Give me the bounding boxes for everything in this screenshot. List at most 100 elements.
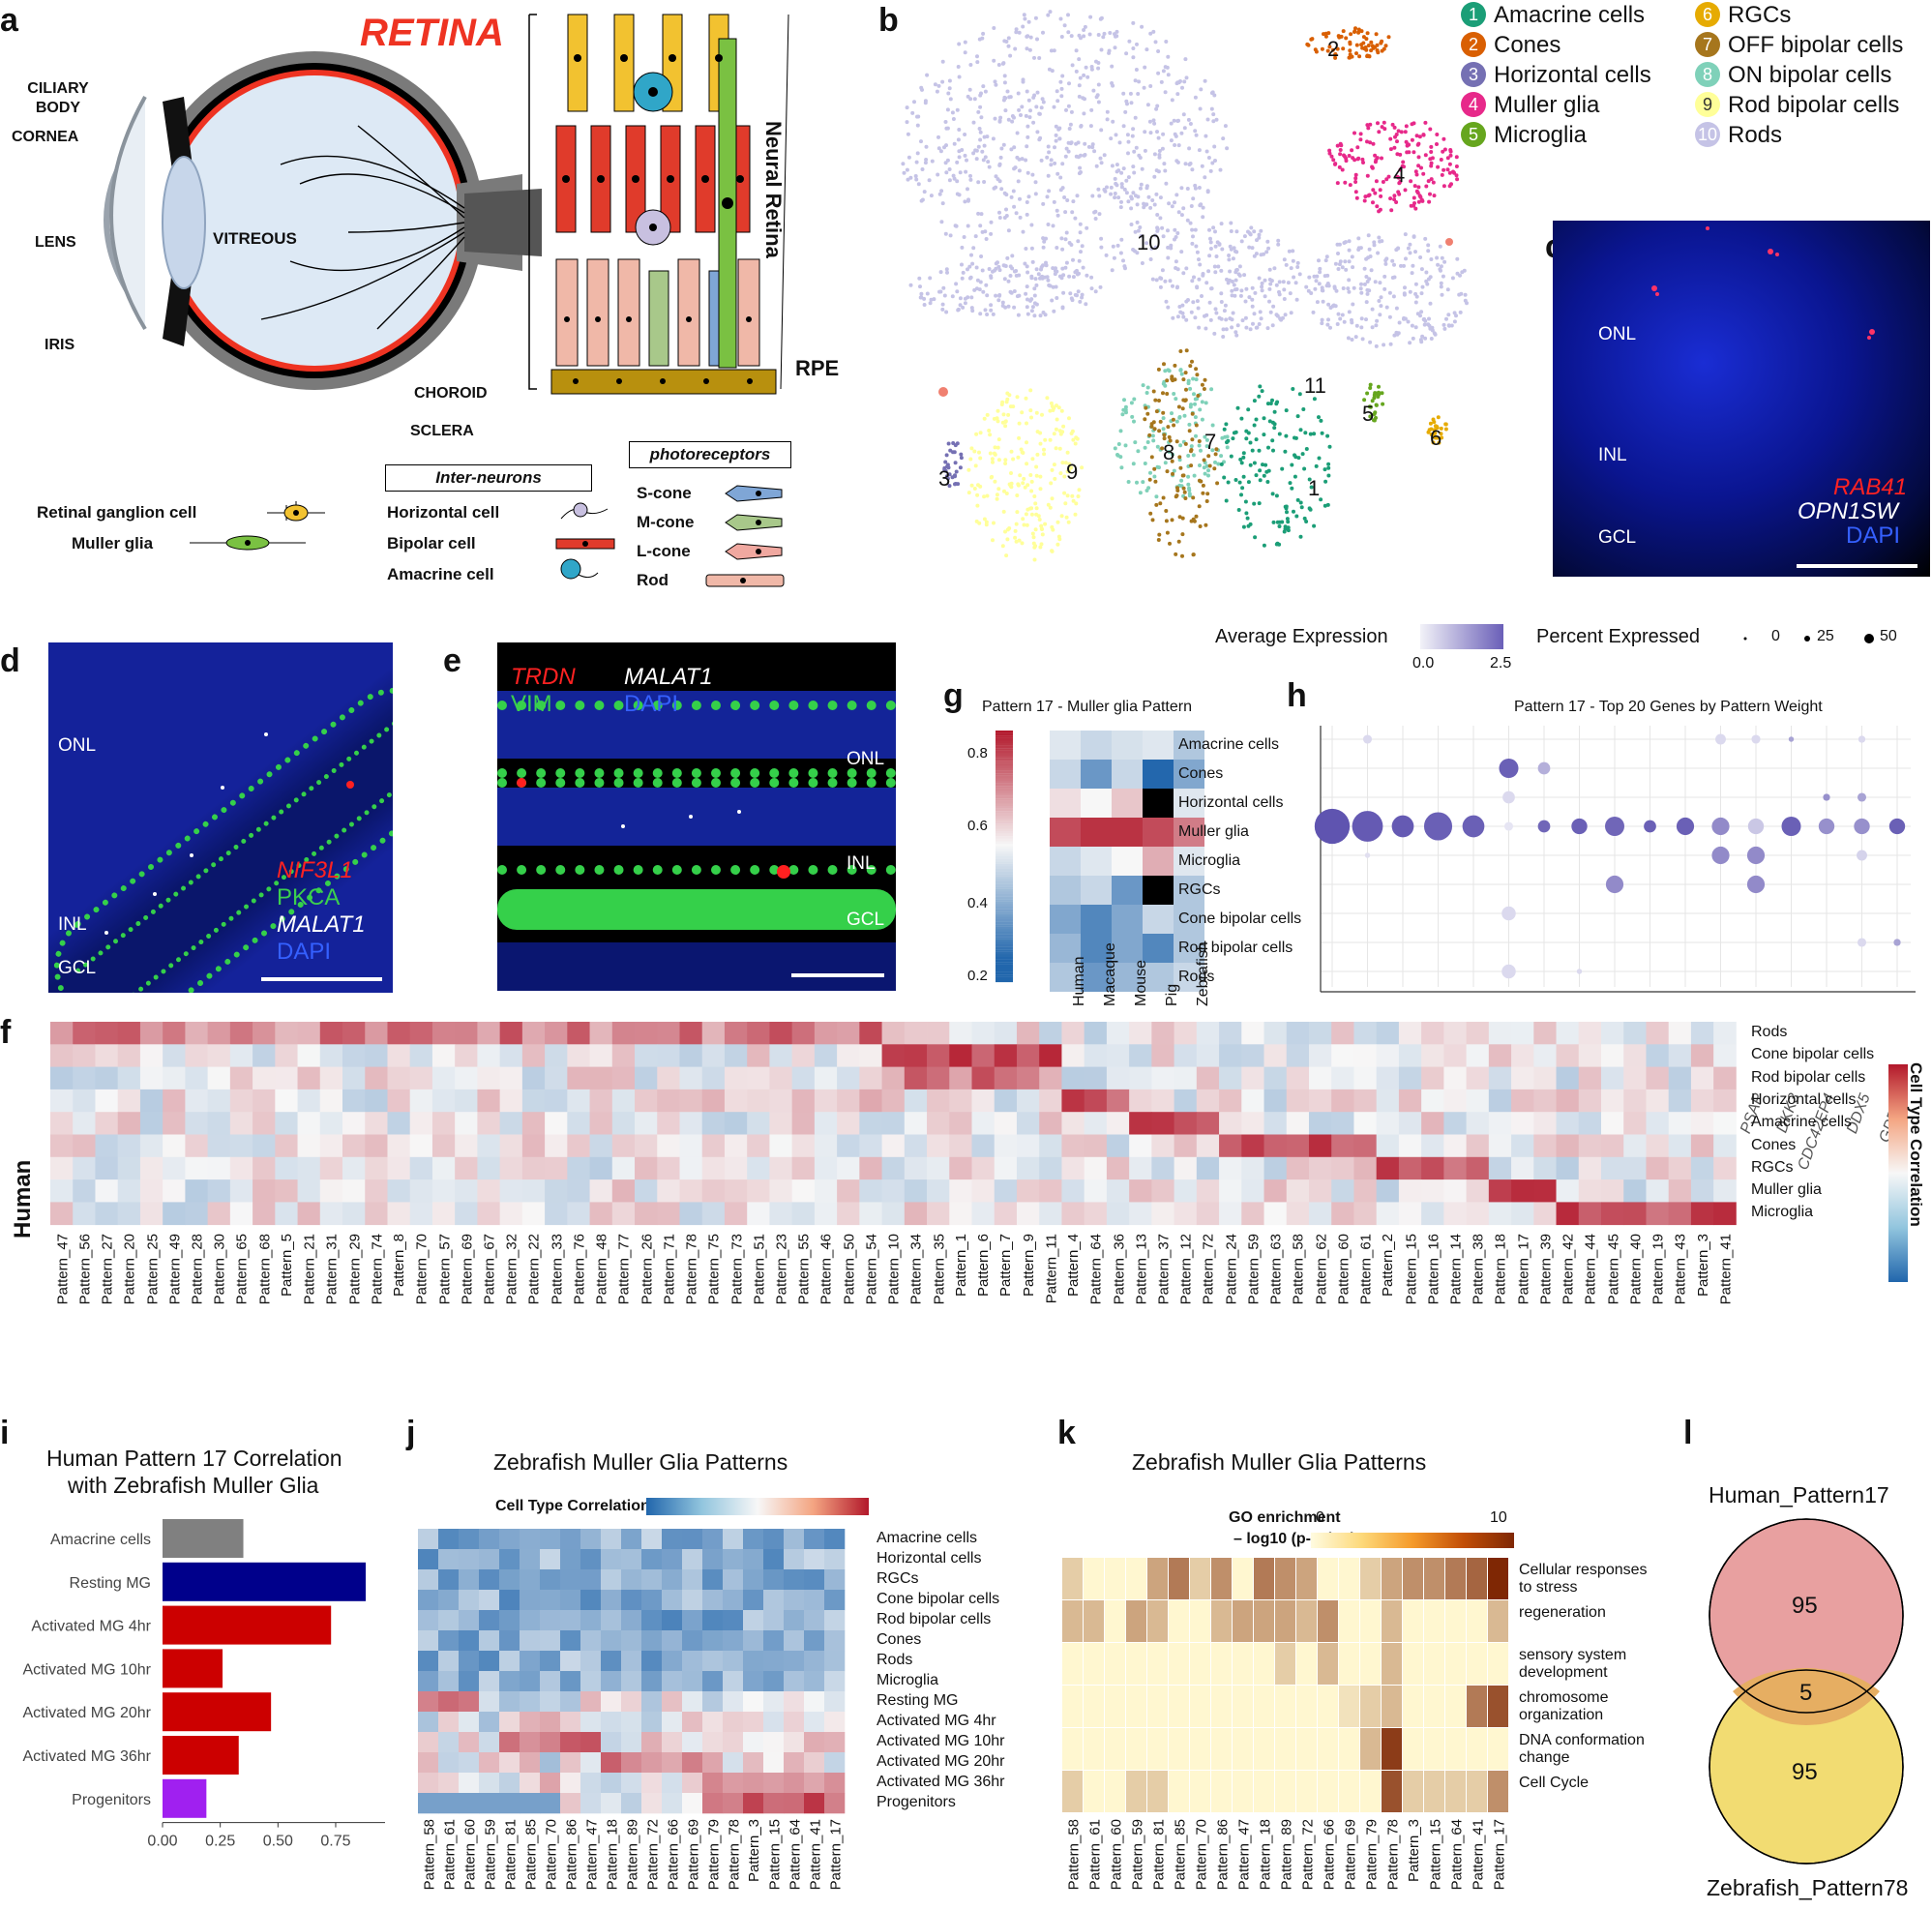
tsne-point: [1323, 479, 1328, 484]
heat-cell: [635, 1066, 658, 1090]
tsne-point: [1037, 518, 1042, 522]
heat-cell: [1275, 1771, 1295, 1812]
tsne-point: [1202, 387, 1206, 391]
dot: [1503, 821, 1514, 831]
heat-cell: [418, 1793, 439, 1814]
tsne-point: [985, 134, 990, 139]
heat-cell: [723, 1793, 744, 1814]
heat-cell: [1263, 1134, 1288, 1158]
heat-cell: [438, 1590, 460, 1611]
tsne-point: [1410, 137, 1414, 142]
tsne-point: [1424, 184, 1429, 189]
tsne-point: [1325, 502, 1330, 507]
heat-cell: [1398, 1202, 1422, 1226]
tsne-point: [1224, 422, 1229, 427]
tsne-point: [1337, 262, 1342, 267]
tsne-point: [1362, 282, 1367, 286]
heat-cell: [567, 1066, 590, 1090]
heat-cell: [589, 1179, 613, 1203]
tsne-point: [1191, 495, 1196, 500]
tsne-point: [1145, 385, 1150, 390]
tsne-point: [1441, 274, 1445, 279]
heat-cell: [1286, 1044, 1310, 1067]
g-heatmap: [996, 731, 1204, 992]
tsne-point: [1134, 145, 1139, 150]
tsne-point: [1029, 512, 1034, 517]
tsne-point: [1014, 30, 1019, 35]
row-label: Microglia: [1178, 852, 1241, 869]
heat-cell: [1112, 876, 1143, 905]
tsne-point: [1156, 49, 1161, 53]
tsne-point: [1442, 322, 1446, 327]
tsne-point: [916, 182, 921, 187]
heat-cell: [601, 1549, 622, 1570]
heat-cell: [1296, 1643, 1317, 1685]
heat-cell: [319, 1066, 343, 1090]
tsne-point: [1123, 109, 1128, 114]
tsne-point: [984, 283, 989, 287]
tsne-point: [1052, 432, 1056, 436]
colorbar-slice: [996, 816, 1013, 820]
tsne-point: [1014, 27, 1019, 32]
tsne-point: [1387, 290, 1392, 295]
tsne-point: [952, 176, 957, 181]
heat-cell: [824, 1651, 846, 1672]
colorbar-slice: [996, 828, 1013, 832]
tsne-point: [1271, 520, 1276, 524]
tsne-point: [1131, 127, 1136, 132]
heat-cell: [1318, 1643, 1338, 1685]
heat-cell: [784, 1671, 805, 1692]
tsne-point: [1267, 419, 1272, 424]
tsne-point: [971, 246, 976, 251]
tsne-point: [1181, 377, 1186, 382]
heat-cell: [499, 1732, 520, 1753]
tsne-point: [1374, 179, 1379, 184]
tsne-point: [1126, 139, 1131, 144]
tsne-point: [1219, 462, 1224, 466]
tsne-point: [980, 149, 985, 154]
heat-cell: [1331, 1022, 1354, 1045]
tsne-point: [1018, 196, 1022, 201]
tsne-point: [960, 276, 965, 281]
tsne-point: [1208, 236, 1212, 241]
col-label: Pattern_89: [1278, 1819, 1295, 1891]
tsne-point: [1002, 489, 1006, 493]
tsne-point: [1294, 514, 1299, 519]
tsne-point: [1055, 417, 1059, 422]
heat-cell: [567, 1134, 590, 1158]
heat-cell: [1646, 1089, 1670, 1113]
colorbar-slice: [996, 949, 1013, 952]
dot: [1788, 736, 1795, 742]
tsne-point: [1429, 150, 1434, 154]
tsne-point: [1429, 177, 1434, 182]
heat-cell: [1578, 1112, 1602, 1135]
tsne-point: [1320, 317, 1324, 322]
row-label: Cone bipolar cells: [1178, 910, 1302, 927]
heat-cell: [837, 1179, 860, 1203]
col-label: Pattern_61: [1357, 1234, 1375, 1305]
col-label: Pattern_81: [1150, 1819, 1168, 1891]
heat-cell: [95, 1179, 119, 1203]
tsne-point: [963, 153, 967, 158]
tsne-point: [1208, 168, 1213, 173]
heat-cell: [319, 1022, 343, 1045]
tsne-point: [1138, 225, 1143, 229]
tsne-point: [1177, 455, 1182, 460]
tsne-point: [1382, 286, 1387, 291]
tsne-point: [945, 270, 949, 275]
tsne-point: [1029, 223, 1034, 227]
tsne-point: [1008, 53, 1013, 58]
tsne-point: [1145, 103, 1150, 107]
heat-cell: [1081, 934, 1112, 963]
tsne-point: [1180, 532, 1185, 537]
tsne-point: [1189, 204, 1194, 208]
tsne-point: [1082, 153, 1086, 158]
heat-cell: [1533, 1112, 1557, 1135]
heat-cell: [949, 1089, 972, 1113]
tsne-point: [1420, 198, 1425, 203]
tsne-point: [1383, 258, 1388, 263]
tsne-point: [1343, 180, 1348, 185]
heat-cell: [621, 1691, 642, 1713]
pct-expr-label: Percent Expressed: [1536, 626, 1700, 647]
tsne-point: [1402, 164, 1406, 169]
